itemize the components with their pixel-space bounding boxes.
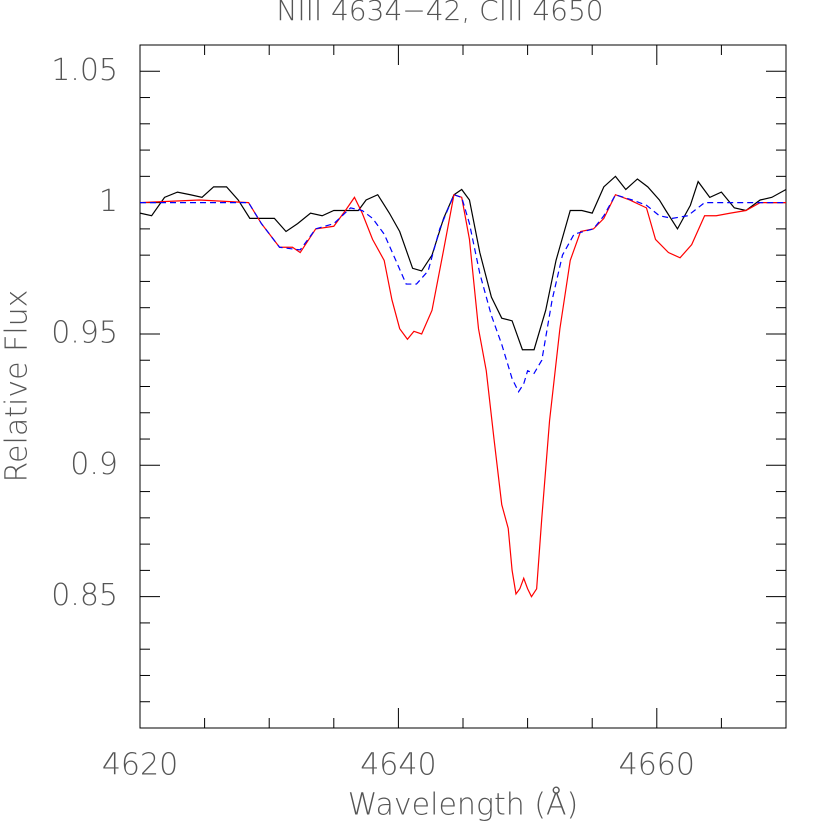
spectrum-line (139, 175, 787, 351)
y-tick-label: 0.85 (51, 578, 118, 613)
plot-frame (139, 44, 787, 729)
y-tick-label: 1 (99, 184, 118, 219)
y-tick-label: 0.95 (51, 315, 118, 350)
y-tick-label: 0.9 (70, 447, 118, 482)
x-axis-label: Wavelength (Å) (348, 786, 578, 823)
spectrum-line (140, 193, 786, 393)
spectrum-line (139, 193, 786, 598)
y-tick-label: 1.05 (51, 53, 118, 88)
chart-title: NIII 4634−42, CIII 4650 (276, 0, 603, 27)
x-tick-label: 4660 (619, 748, 695, 783)
x-tick-label: 4640 (360, 748, 436, 783)
y-axis-label: Relative Flux (0, 290, 35, 483)
x-tick-label: 4620 (102, 748, 178, 783)
